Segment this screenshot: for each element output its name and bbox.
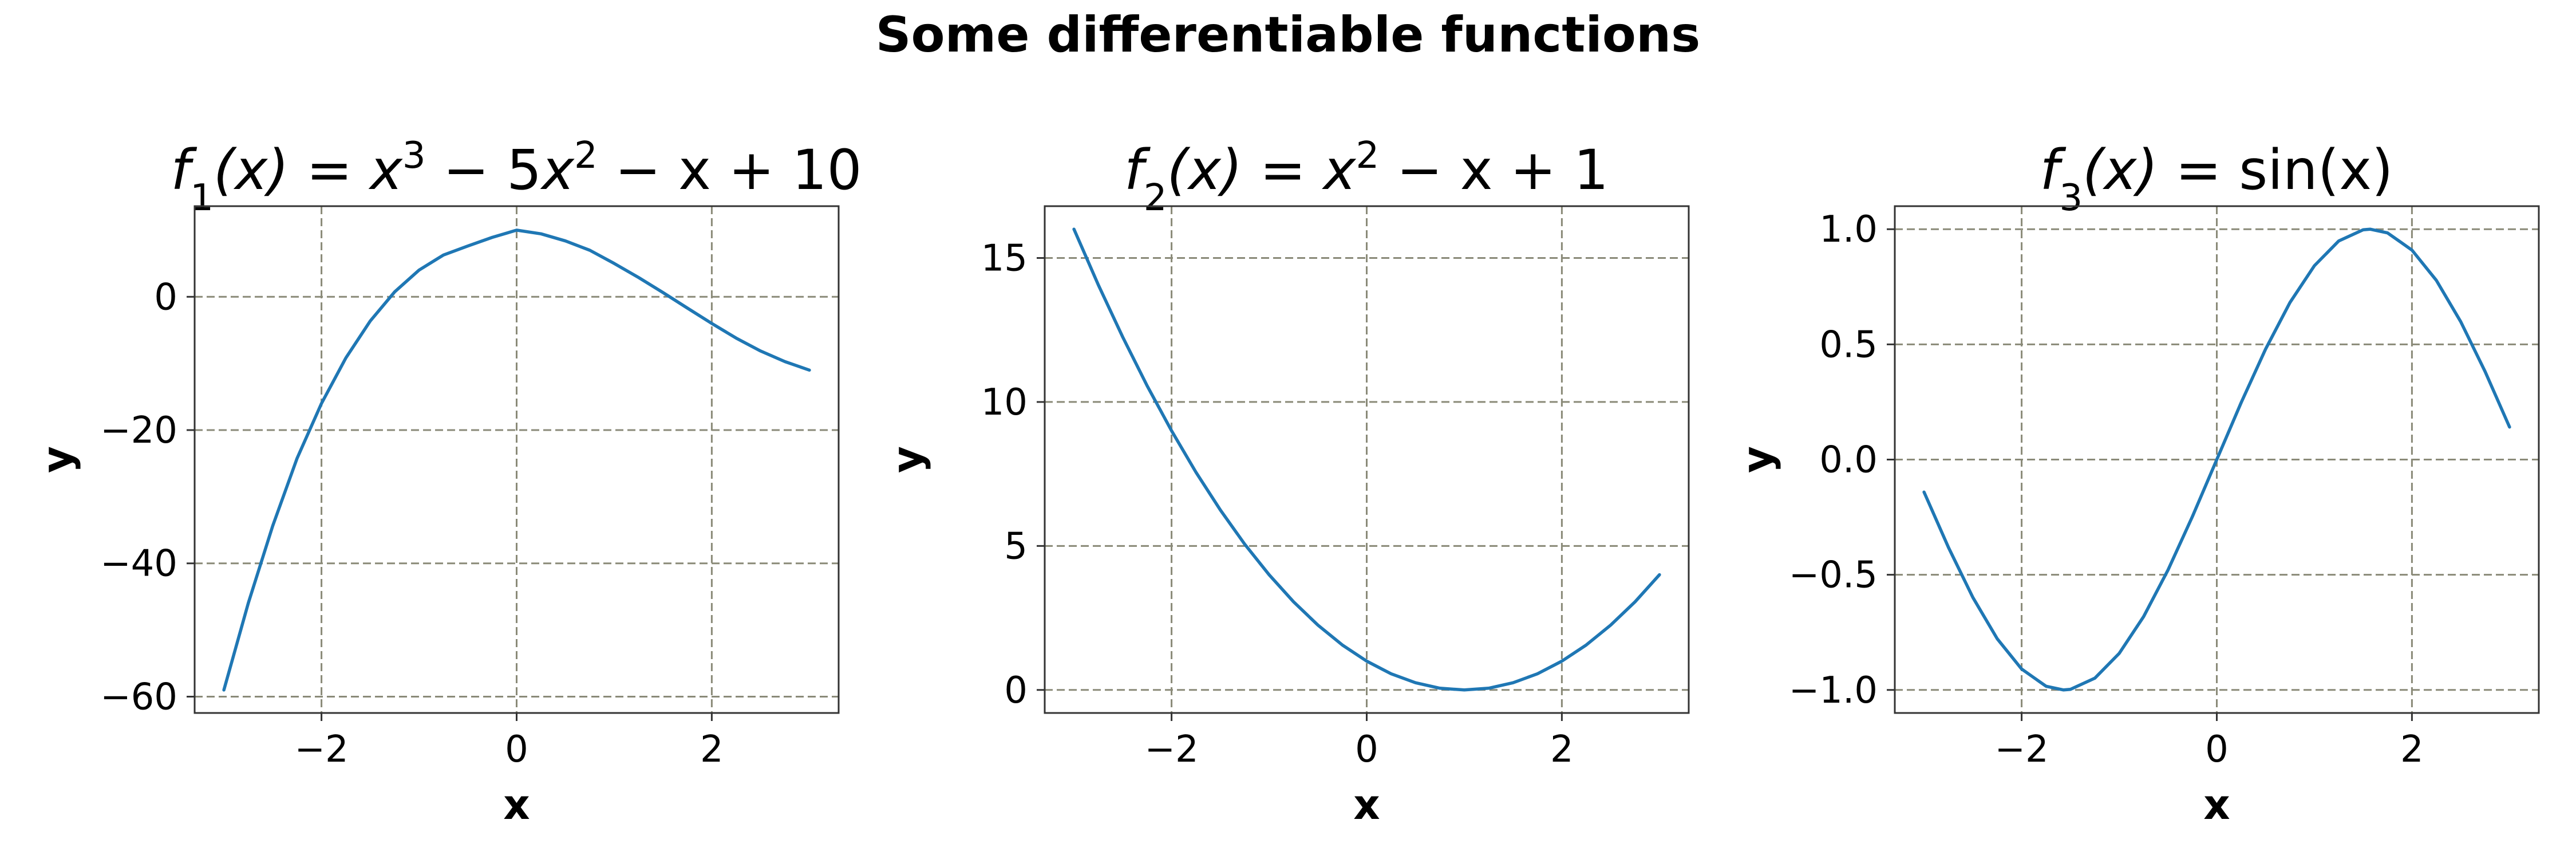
subplot-3-ytick-label-0: −1.0	[1789, 669, 1878, 712]
subplot-1: f1(x) = x3 − 5x2 − x + 10 −2 0 2−60−40−200…	[33, 135, 862, 829]
subplot-3-ytick-label-4: 1.0	[1819, 208, 1878, 251]
subplot-1-xtick-label-2: 2	[700, 728, 724, 771]
subplot-1-xtick-label-0: −2	[294, 728, 348, 771]
subplot-2-xlabel: x	[1353, 781, 1380, 829]
subplot-2-ytick-label-1: 5	[1004, 525, 1028, 568]
subplot-3-xtick-label-2: 2	[2400, 728, 2424, 771]
subplot-1-xlabel: x	[503, 781, 530, 829]
figure-suptitle: Some differentiable functions	[876, 6, 1701, 64]
subplot-3-xlabel: x	[2203, 781, 2230, 829]
subplot-3: f3(x) = sin(x) −2 0 2 −1.0 −0.5 0.0 0.5 1.0 x y	[1733, 138, 2540, 829]
subplot-3-series-line-0	[1922, 227, 2511, 692]
subplot-3-xtick-label-0: −2	[1994, 728, 2048, 771]
subplot-3-ytick-label-1: −0.5	[1789, 554, 1878, 597]
subplot-2-ytick-label-2: 10	[981, 381, 1028, 424]
subplot-3-ytick-label-2: 0.0	[1819, 439, 1878, 482]
subplot-2-ytick-label-3: 15	[981, 238, 1028, 280]
subplot-2-xtick-label-0: −2	[1144, 728, 1198, 771]
subplot-1-ytick-label-2: −20	[100, 409, 177, 452]
subplot-1-ytick-label-0: −60	[100, 676, 177, 718]
subplot-2: f2(x) = x2 − x + 1 −2 0 2 0 5 10 15 x y	[883, 135, 1690, 829]
subplot-2-ytick-label-0: 0	[1004, 669, 1028, 712]
subplot-1-ytick-label-3: 0	[154, 276, 177, 318]
subplot-3-ytick-label-3: 0.5	[1819, 324, 1878, 366]
subplot-3-title: f3(x) = sin(x)	[2040, 138, 2393, 219]
subplot-2-title: f2(x) = x2 − x + 1	[1124, 135, 1609, 219]
subplot-1-title: f1(x) = x3 − 5x2 − x + 10	[171, 135, 862, 219]
subplot-1-ytick-label-1: −40	[100, 543, 177, 585]
subplot-1-series-line-0	[222, 228, 811, 692]
subplot-1-ylabel: y	[33, 446, 81, 473]
subplot-2-ylabel: y	[883, 446, 931, 473]
subplot-2-xtick-label-1: 0	[1355, 728, 1378, 771]
subplot-3-xtick-label-1: 0	[2205, 728, 2229, 771]
subplot-1-xtick-label-1: 0	[505, 728, 528, 771]
subplot-2-series-line-0	[1072, 227, 1661, 692]
subplot-2-xtick-label-2: 2	[1550, 728, 1574, 771]
subplot-3-ylabel: y	[1733, 446, 1781, 473]
